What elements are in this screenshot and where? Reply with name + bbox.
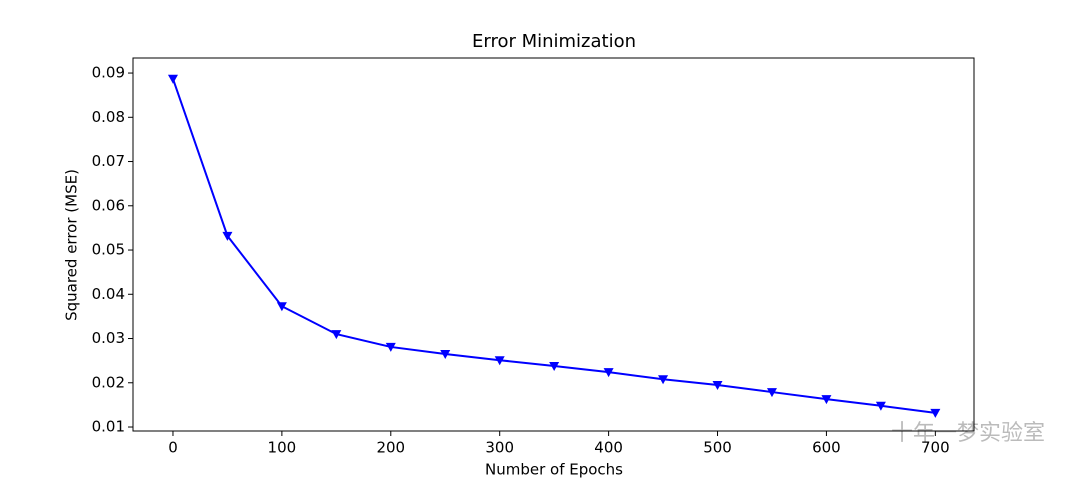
marker	[712, 380, 723, 390]
x-tick-label: 300	[485, 439, 514, 457]
x-axis-label: Number of Epochs	[485, 461, 623, 479]
marker	[603, 368, 614, 378]
marker	[331, 330, 342, 340]
plot-frame	[132, 57, 975, 432]
y-tick-label: 0.05	[92, 241, 125, 259]
y-axis-label: Squared error (MSE)	[63, 169, 81, 321]
y-tick-label: 0.02	[92, 373, 125, 391]
y-tick-label: 0.03	[92, 329, 125, 347]
y-tick-label: 0.04	[92, 285, 125, 303]
marker	[658, 375, 669, 385]
chart-title: Error Minimization	[472, 31, 636, 52]
x-tick-label: 600	[812, 439, 841, 457]
marker	[930, 408, 941, 418]
marker	[440, 350, 451, 360]
y-tick-label: 0.06	[92, 196, 125, 214]
watermark: 十年一梦实验室	[891, 421, 1045, 446]
y-tick-label: 0.09	[92, 64, 125, 82]
marker	[549, 361, 560, 371]
marker	[276, 302, 287, 312]
x-tick-label: 700	[921, 439, 950, 457]
marker	[167, 74, 178, 84]
y-tick-label: 0.08	[92, 108, 125, 126]
marker	[766, 388, 777, 398]
marker	[494, 356, 505, 366]
y-tick-label: 0.01	[92, 418, 125, 436]
marker	[875, 401, 886, 411]
marker	[222, 231, 233, 241]
y-tick-label: 0.07	[92, 152, 125, 170]
x-tick-label: 200	[376, 439, 405, 457]
marker	[385, 342, 396, 352]
x-tick-label: 400	[594, 439, 623, 457]
x-tick-label: 100	[268, 439, 297, 457]
x-tick-label: 500	[703, 439, 732, 457]
marker	[821, 395, 832, 405]
x-tick-label: 0	[168, 439, 178, 457]
